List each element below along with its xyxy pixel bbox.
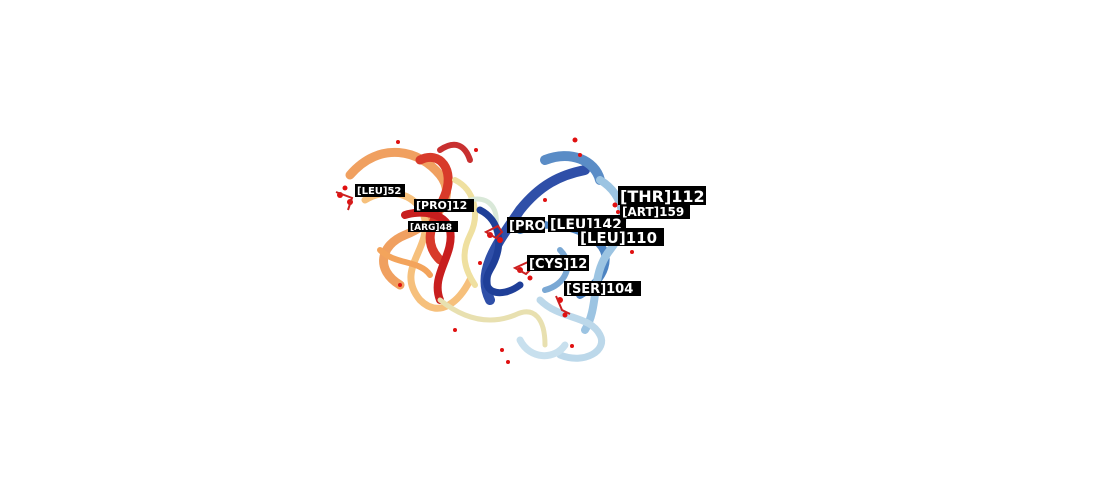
beta-strand	[476, 206, 524, 297]
svg-text:[SER]104: [SER]104	[566, 282, 633, 297]
svg-text:[PRO]12: [PRO]12	[416, 199, 467, 212]
residue-label-thr112: [THR]112	[618, 186, 706, 206]
loop-ribbon	[452, 177, 478, 288]
residue-label-cys: [CYS]12	[527, 255, 589, 272]
loop-ribbon	[542, 247, 571, 293]
residue-label-ser104: [SER]104	[564, 281, 641, 297]
loop-ribbon	[377, 247, 433, 278]
loop-ribbon	[437, 297, 548, 348]
loop-ribbon	[536, 296, 606, 362]
svg-text:[LEU]110: [LEU]110	[580, 229, 657, 247]
residue-label-leu52: [LEU]52	[355, 184, 405, 197]
loop-ribbon	[516, 336, 569, 360]
svg-text:[ARG]48: [ARG]48	[410, 223, 452, 233]
residue-label-leu110: [LEU]110	[578, 228, 664, 247]
residue-label-pro12: [PRO]12	[414, 199, 474, 212]
side-chain-sticks	[335, 191, 571, 315]
residue-label-arg48: [ARG]48	[408, 221, 458, 233]
beta-strand	[540, 151, 605, 185]
svg-text:[THR]112: [THR]112	[620, 187, 705, 206]
svg-text:[CYS]12: [CYS]12	[529, 257, 587, 272]
svg-text:[ART]159: [ART]159	[622, 205, 684, 219]
residue-label-art159: [ART]159	[620, 205, 690, 219]
residue-label-pro: [PRO]	[507, 217, 551, 234]
svg-text:[PRO]: [PRO]	[509, 219, 551, 234]
svg-text:[LEU]52: [LEU]52	[357, 186, 401, 197]
loop-ribbon	[581, 176, 627, 334]
helix-ribbon	[437, 141, 473, 163]
helix-ribbon	[415, 153, 453, 265]
residue-labels: [LEU]52 [PRO]12 [ARG]48 [PRO] [LEU]142 […	[355, 184, 706, 297]
